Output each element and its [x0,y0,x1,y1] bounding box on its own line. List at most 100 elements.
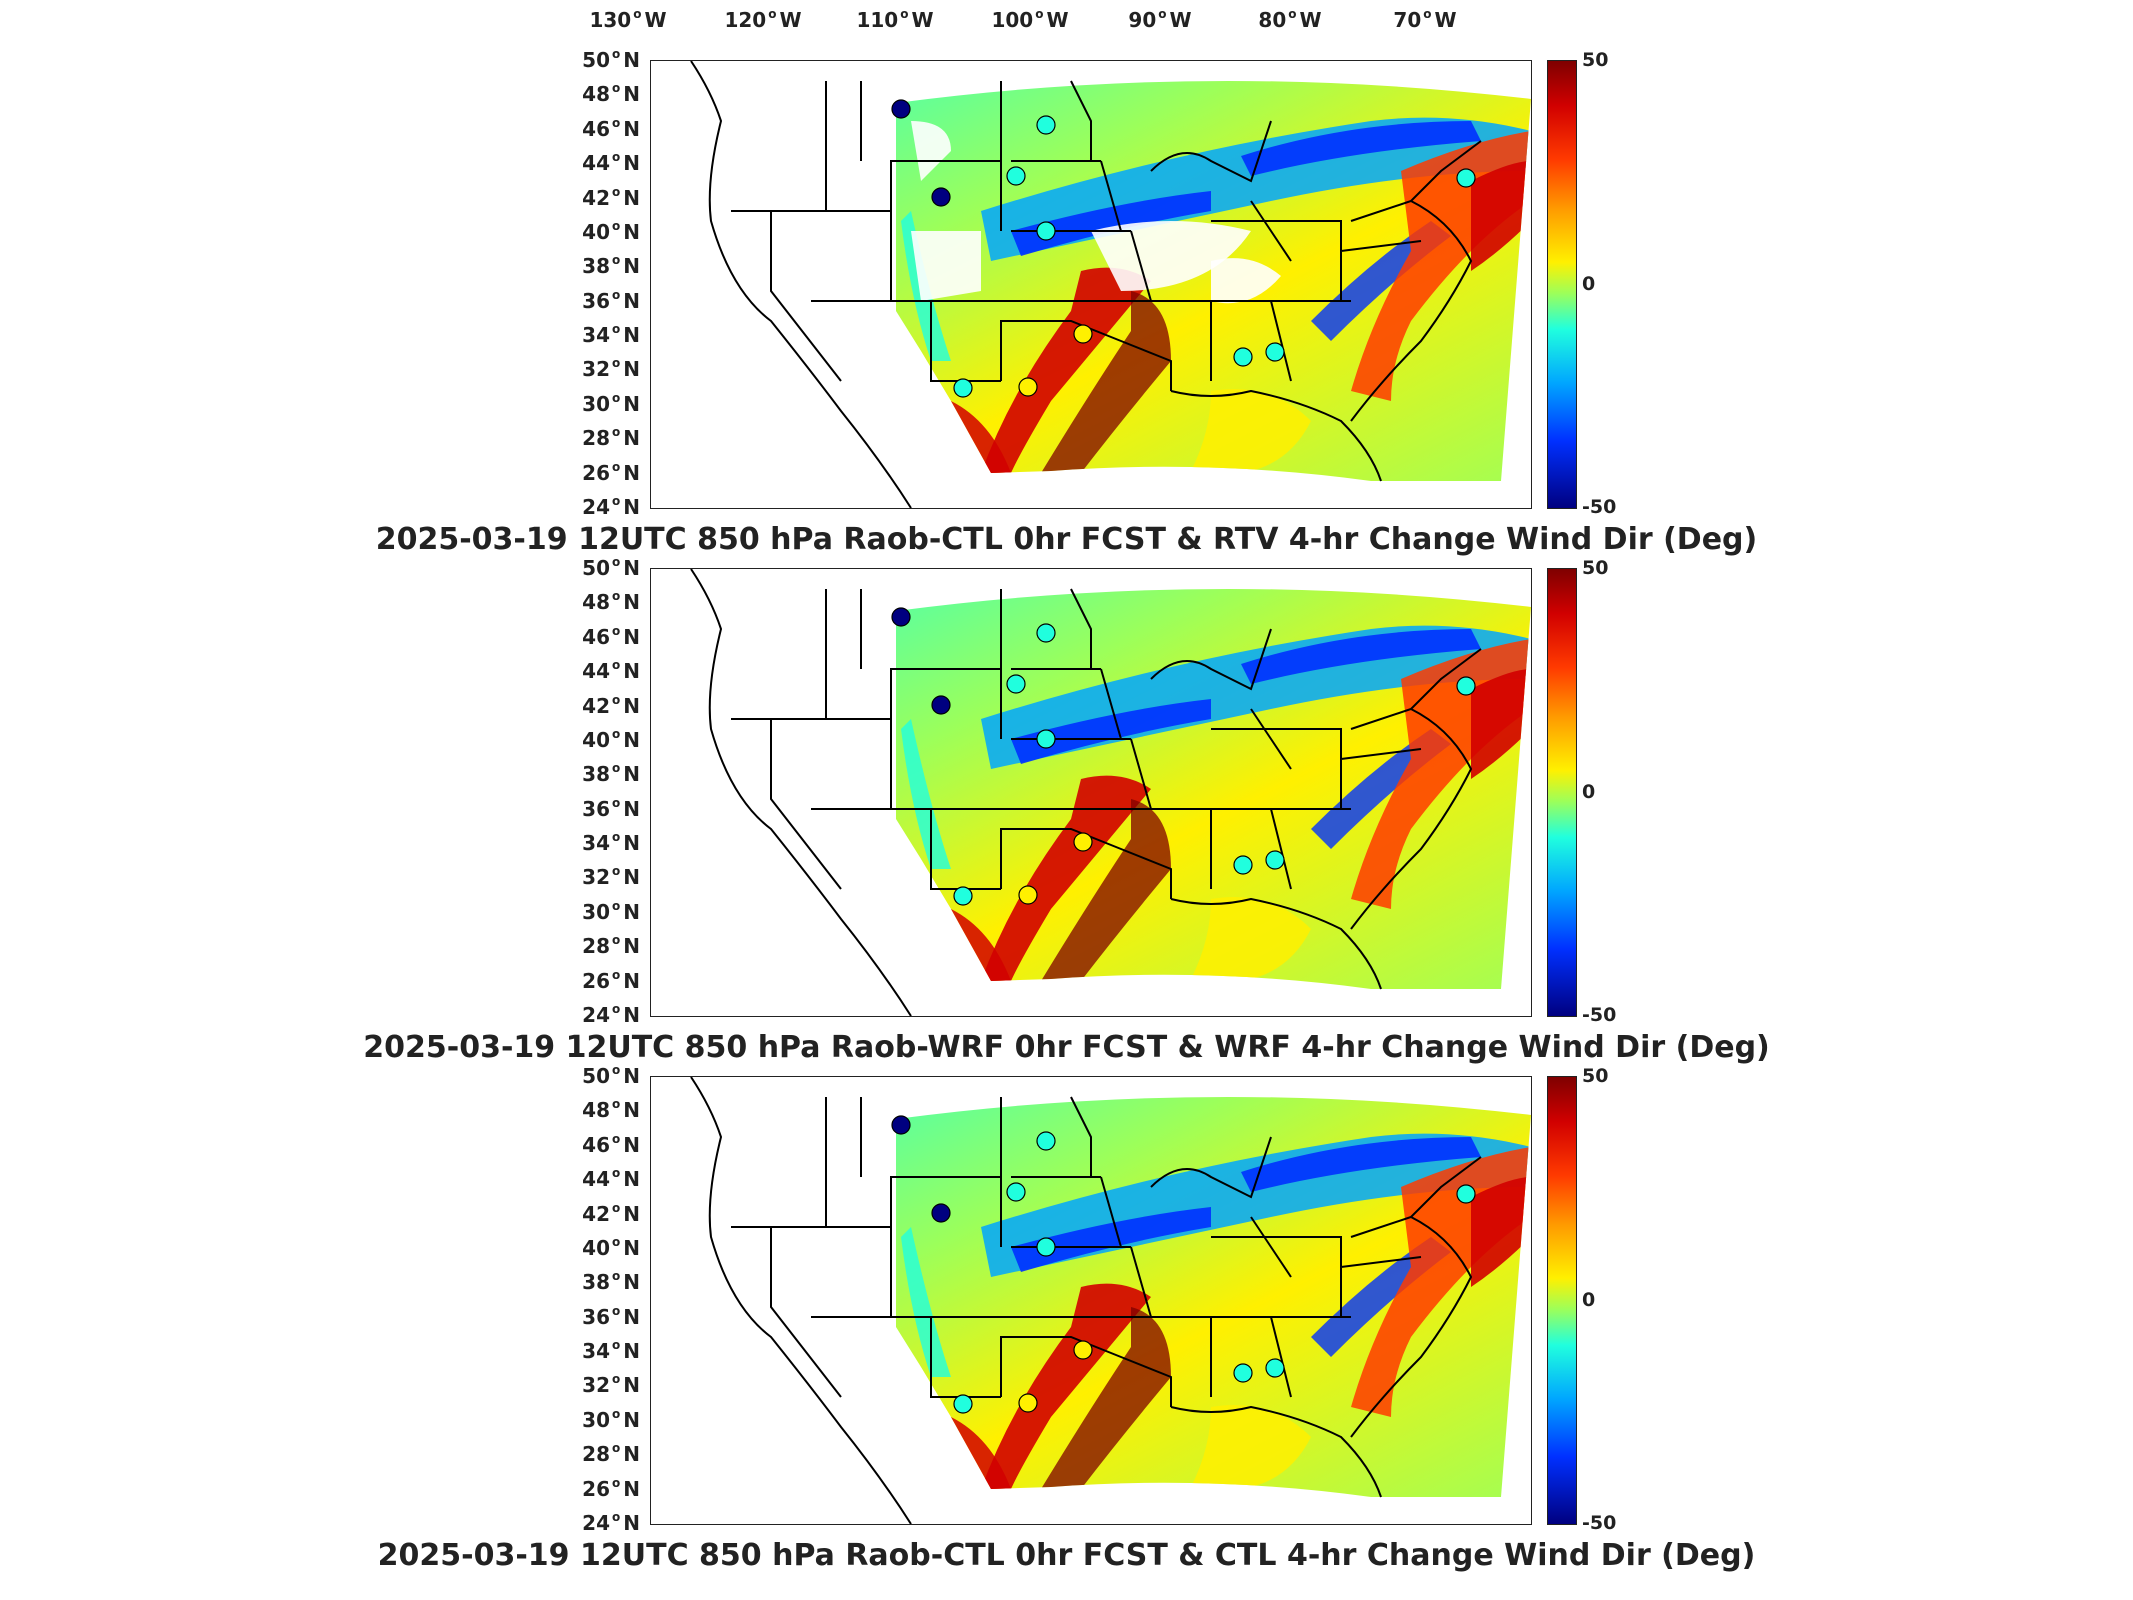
raob-station-marker [1036,623,1056,643]
latitude-label: 48 o N [582,589,640,615]
latitude-label: 30 o N [582,898,640,924]
latitude-label: 34 o N [582,1338,640,1364]
raob-station-marker [891,99,911,119]
raob-station-marker [1018,1393,1038,1413]
longitude-label: 100 o W [991,7,1069,32]
colorbar-tick-label: -50 [1582,1512,1617,1534]
raob-station-marker [1265,342,1285,362]
latitude-label: 28 o N [582,425,640,451]
raob-station-marker [1233,1363,1253,1383]
longitude-label: 90 o W [1128,7,1192,32]
latitude-label: 24 o N [582,1002,640,1027]
latitude-label: 50 o N [582,47,640,72]
latitude-label: 38 o N [582,761,640,787]
latitude-label: 26 o N [582,967,640,993]
colorbar [1547,60,1577,509]
panel-title: 2025-03-19 12UTC 850 hPa Raob-CTL 0hr FC… [377,1538,1756,1573]
raob-station-marker [1233,855,1253,875]
latitude-label: 42 o N [582,184,640,210]
raob-station-marker [1036,1237,1056,1257]
latitude-label: 24 o N [582,1510,640,1535]
wind-direction-field [896,1096,1531,1497]
raob-station-marker [1456,676,1476,696]
latitude-label: 46 o N [582,115,640,141]
latitude-label: 30 o N [582,1406,640,1432]
raob-station-marker [1265,1358,1285,1378]
raob-station-marker [953,886,973,906]
raob-station-marker [1018,377,1038,397]
latitude-label: 50 o N [582,1063,640,1088]
latitude-label: 46 o N [582,623,640,649]
latitude-label: 36 o N [582,795,640,821]
longitude-label: 80 o W [1258,7,1322,32]
raob-station-marker [1006,1182,1026,1202]
latitude-label: 28 o N [582,1441,640,1467]
latitude-label: 32 o N [582,864,640,890]
raob-station-marker [1036,1131,1056,1151]
latitude-label: 26 o N [582,459,640,485]
latitude-label: 24 o N [582,494,640,519]
latitude-label: 32 o N [582,1372,640,1398]
raob-station-marker [1456,168,1476,188]
raob-station-marker [1036,221,1056,241]
raob-station-marker [1006,166,1026,186]
colorbar-tick-label: 50 [1582,557,1609,579]
map-plot-area [650,568,1532,1017]
raob-station-marker [891,1115,911,1135]
latitude-label: 26 o N [582,1475,640,1501]
latitude-label: 40 o N [582,726,640,752]
longitude-axis: 130 o W 120 o W 110 o W 100 o W 90 o W 80 o W 70 o W [0,0,2133,50]
latitude-label: 40 o N [582,1234,640,1260]
latitude-label: 38 o N [582,1269,640,1295]
panel-title: 2025-03-19 12UTC 850 hPa Raob-WRF 0hr FC… [363,1030,1770,1065]
latitude-label: 48 o N [582,1097,640,1123]
raob-station-marker [953,1394,973,1414]
latitude-label: 42 o N [582,692,640,718]
latitude-label: 48 o N [582,81,640,107]
latitude-label: 32 o N [582,356,640,382]
longitude-label: 70 o W [1393,7,1457,32]
latitude-label: 42 o N [582,1200,640,1226]
map-plot-area [650,60,1532,509]
latitude-label: 30 o N [582,390,640,416]
colorbar-tick-label: 50 [1582,1065,1609,1087]
latitude-label: 36 o N [582,1303,640,1329]
map-plot-area [650,1076,1532,1525]
latitude-label: 50 o N [582,555,640,580]
colorbar-tick-label: -50 [1582,1004,1617,1026]
colorbar [1547,1076,1577,1525]
raob-station-marker [1036,115,1056,135]
raob-station-marker [1018,885,1038,905]
raob-station-marker [1073,324,1093,344]
raob-station-marker [931,187,951,207]
colorbar-tick-label: -50 [1582,496,1617,518]
colorbar-tick-label: 0 [1582,780,1596,803]
raob-station-marker [1233,347,1253,367]
longitude-label: 110 o W [856,7,934,32]
latitude-label: 40 o N [582,218,640,244]
state-boundaries [690,61,1482,508]
latitude-label: 44 o N [582,658,640,684]
latitude-label: 44 o N [582,1166,640,1192]
raob-station-marker [931,695,951,715]
raob-station-marker [931,1203,951,1223]
raob-station-marker [1036,729,1056,749]
latitude-label: 34 o N [582,830,640,856]
latitude-label: 38 o N [582,253,640,279]
colorbar [1547,568,1577,1017]
colorbar-tick-label: 50 [1582,49,1609,71]
longitude-label: 130 o W [589,7,667,32]
latitude-label: 34 o N [582,322,640,348]
raob-station-marker [1456,1184,1476,1204]
latitude-label: 46 o N [582,1131,640,1157]
latitude-label: 28 o N [582,933,640,959]
state-boundaries [690,1077,1482,1524]
latitude-label: 44 o N [582,150,640,176]
state-boundaries [690,569,1482,1016]
raob-station-marker [1006,674,1026,694]
raob-station-marker [1073,832,1093,852]
raob-station-marker [1265,850,1285,870]
colorbar-tick-label: 0 [1582,1288,1596,1311]
raob-station-marker [1073,1340,1093,1360]
raob-station-marker [891,607,911,627]
